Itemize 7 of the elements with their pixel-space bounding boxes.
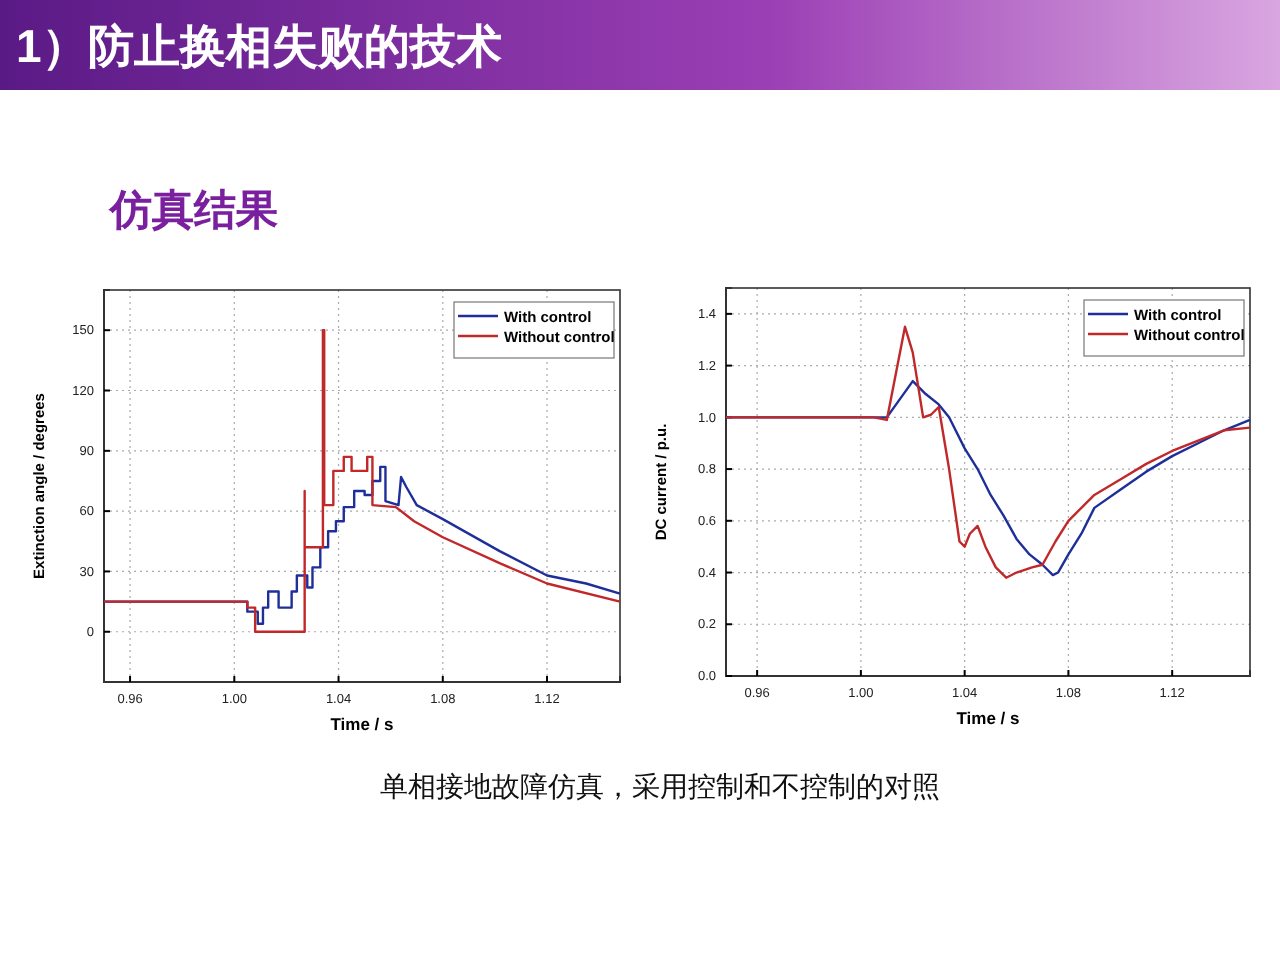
text: 单相接地故障仿真，采用控制和不控制的对照 xyxy=(380,770,940,802)
chart-title: 1）防止换相失败的技术 xyxy=(16,20,502,72)
x-axis-title: Time / s xyxy=(956,708,1021,728)
line-series xyxy=(724,325,1252,579)
x-axis-title: Time / s xyxy=(330,714,395,734)
line-series xyxy=(102,329,622,633)
chart-subtitle: 仿真结果 xyxy=(108,188,278,234)
